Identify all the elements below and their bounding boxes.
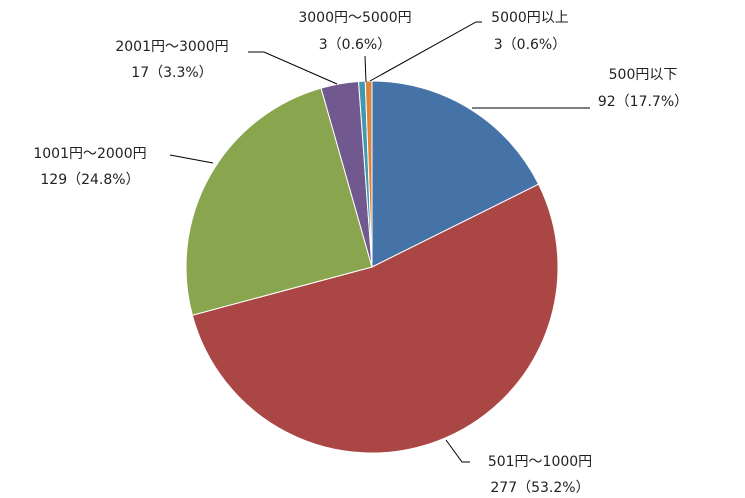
slice-label: 5000円以上	[491, 10, 569, 26]
pie-slice	[185, 87, 373, 316]
pie-slice	[191, 183, 559, 454]
leader-line	[248, 51, 338, 85]
leader-line	[445, 439, 470, 463]
slice-label: 501円～1000円	[488, 454, 592, 470]
leader-line	[169, 154, 214, 164]
slice-label: 2001円～3000円	[115, 39, 228, 55]
leader-line	[369, 21, 482, 82]
pie	[185, 80, 559, 454]
slice-value-label: 17（3.3%）	[131, 65, 212, 81]
slice-label: 1001円～2000円	[33, 146, 146, 162]
pie-slice	[371, 80, 540, 268]
slice-value-label: 3（0.6%）	[319, 37, 391, 53]
slice-value-label: 3（0.6%）	[494, 37, 566, 53]
pie-slice	[364, 80, 373, 268]
slice-label: 3000円～5000円	[298, 10, 411, 26]
leader-line	[364, 55, 367, 83]
slice-value-label: 129（24.8%）	[40, 172, 139, 188]
slice-value-label: 92（17.7%）	[598, 94, 688, 110]
slice-value-label: 277（53.2%）	[490, 480, 589, 496]
slice-label: 500円以下	[609, 67, 678, 83]
